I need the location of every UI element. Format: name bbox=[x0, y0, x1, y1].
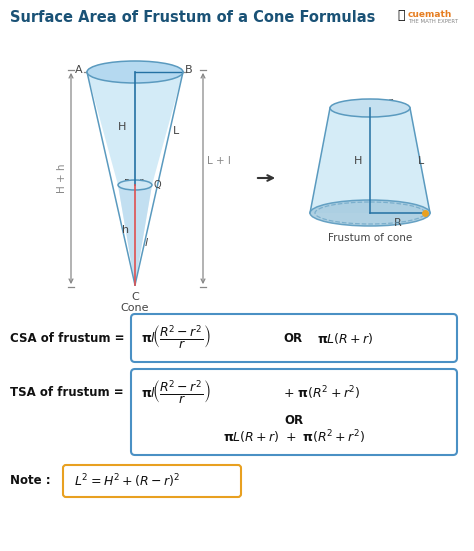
Text: R: R bbox=[153, 71, 160, 81]
Text: $\mathbf{\pi} l\!\left(\dfrac{R^2 - r^2}{r}\right)$: $\mathbf{\pi} l\!\left(\dfrac{R^2 - r^2}… bbox=[141, 324, 211, 352]
Text: H + h: H + h bbox=[57, 164, 67, 193]
Ellipse shape bbox=[310, 200, 430, 226]
Text: Surface Area of Frustum of a Cone Formulas: Surface Area of Frustum of a Cone Formul… bbox=[10, 10, 375, 25]
Polygon shape bbox=[87, 72, 183, 285]
Text: H: H bbox=[354, 155, 362, 165]
Text: 🚀: 🚀 bbox=[397, 9, 404, 22]
Text: $\mathbf{\pi} L(R + r)$: $\mathbf{\pi} L(R + r)$ bbox=[317, 331, 374, 345]
Text: L: L bbox=[173, 126, 179, 136]
Text: R: R bbox=[393, 218, 401, 228]
Text: r: r bbox=[139, 177, 143, 187]
Text: l: l bbox=[145, 238, 148, 248]
Text: L + l: L + l bbox=[207, 155, 231, 165]
Text: Cone: Cone bbox=[121, 303, 149, 313]
Ellipse shape bbox=[330, 99, 410, 117]
Text: H: H bbox=[118, 122, 126, 132]
FancyBboxPatch shape bbox=[131, 369, 457, 455]
Text: $\mathbf{\pi} L(R + r) \ + \ \mathbf{\pi}(R^2 + r^2)$: $\mathbf{\pi} L(R + r) \ + \ \mathbf{\pi… bbox=[223, 428, 365, 446]
Text: $+ \ \mathbf{\pi}(R^2 + r^2)$: $+ \ \mathbf{\pi}(R^2 + r^2)$ bbox=[283, 384, 361, 402]
Text: TSA of frustum =: TSA of frustum = bbox=[10, 386, 124, 399]
Text: Frustum of cone: Frustum of cone bbox=[328, 233, 412, 243]
Text: h: h bbox=[122, 225, 129, 235]
Polygon shape bbox=[118, 185, 152, 285]
Text: Note :: Note : bbox=[10, 474, 51, 488]
Ellipse shape bbox=[118, 180, 152, 190]
Text: P: P bbox=[124, 179, 130, 189]
Ellipse shape bbox=[87, 61, 183, 83]
Text: Q: Q bbox=[154, 180, 162, 190]
Text: THE MATH EXPERT: THE MATH EXPERT bbox=[408, 19, 458, 24]
Text: C: C bbox=[131, 292, 139, 302]
Text: OR: OR bbox=[283, 332, 302, 344]
Text: OR: OR bbox=[284, 413, 303, 426]
Text: A: A bbox=[75, 65, 83, 75]
Text: L: L bbox=[418, 155, 424, 165]
Text: CSA of frustum =: CSA of frustum = bbox=[10, 332, 125, 344]
Polygon shape bbox=[310, 108, 430, 213]
FancyBboxPatch shape bbox=[63, 465, 241, 497]
Text: B: B bbox=[185, 65, 192, 75]
Text: r: r bbox=[388, 97, 392, 107]
Text: $L^2 = H^2 + (R - r)^2$: $L^2 = H^2 + (R - r)^2$ bbox=[74, 472, 180, 490]
FancyBboxPatch shape bbox=[131, 314, 457, 362]
Text: O: O bbox=[124, 66, 132, 76]
Text: cuemath: cuemath bbox=[408, 10, 452, 19]
Text: $\mathbf{\pi} l\!\left(\dfrac{R^2 - r^2}{r}\right)$: $\mathbf{\pi} l\!\left(\dfrac{R^2 - r^2}… bbox=[141, 379, 211, 407]
